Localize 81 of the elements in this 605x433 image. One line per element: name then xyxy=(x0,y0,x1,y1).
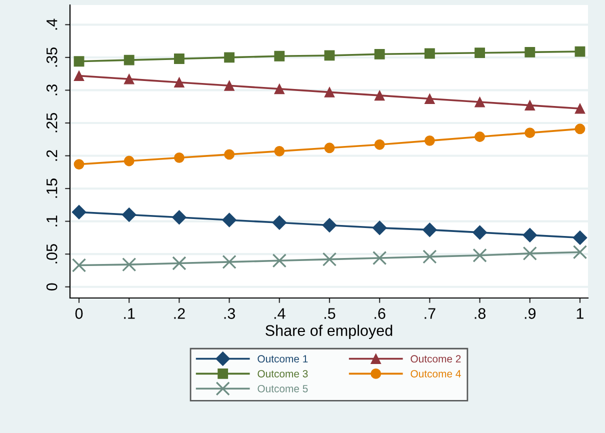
point xyxy=(174,77,184,88)
x-tick-label: .6 xyxy=(374,308,386,319)
point xyxy=(574,46,586,57)
point xyxy=(122,208,136,222)
point xyxy=(572,230,588,245)
point xyxy=(174,54,184,64)
point xyxy=(222,212,237,228)
point xyxy=(472,248,487,262)
point xyxy=(324,50,335,61)
point xyxy=(424,94,435,104)
point xyxy=(272,254,286,268)
y-tick-label: .2 xyxy=(46,150,58,161)
point xyxy=(274,84,285,94)
point xyxy=(322,252,337,266)
point xyxy=(122,257,136,272)
x-tick-label: .3 xyxy=(224,308,236,319)
point xyxy=(424,135,435,146)
point xyxy=(574,103,586,114)
x-tick-label: 1 xyxy=(576,308,584,319)
point xyxy=(272,215,287,230)
text: Outcome 2 xyxy=(410,355,461,363)
point xyxy=(124,74,134,84)
point xyxy=(124,156,134,166)
point xyxy=(224,149,235,160)
x-tick-label: .1 xyxy=(124,308,135,319)
x-tick-label: .7 xyxy=(424,308,436,319)
point xyxy=(374,48,385,60)
y-tick-label: .1 xyxy=(46,216,58,226)
point xyxy=(524,46,536,58)
point xyxy=(424,48,435,59)
x-tick-label: .4 xyxy=(274,308,286,319)
point xyxy=(172,210,186,225)
point xyxy=(72,204,86,220)
point xyxy=(322,218,337,232)
y-tick-label: 0 xyxy=(46,283,58,291)
x-tick-label: .5 xyxy=(324,308,336,319)
point xyxy=(524,128,536,138)
point xyxy=(522,246,537,261)
y-tick-label: .3 xyxy=(46,84,58,96)
point xyxy=(224,80,235,91)
point xyxy=(274,146,285,156)
point xyxy=(422,250,437,264)
point xyxy=(474,96,486,108)
point xyxy=(222,254,236,270)
text: Outcome 4 xyxy=(410,370,461,378)
point xyxy=(422,222,437,238)
point xyxy=(174,152,184,163)
point xyxy=(372,250,387,266)
point xyxy=(374,90,385,101)
point xyxy=(74,56,84,67)
point xyxy=(74,70,84,82)
point xyxy=(124,54,134,66)
point xyxy=(274,50,285,62)
point xyxy=(172,256,186,270)
text: Outcome 5 xyxy=(258,384,308,392)
x-tick-label: 0 xyxy=(75,308,83,319)
point xyxy=(372,220,387,236)
point xyxy=(74,159,84,170)
text: Outcome 1 xyxy=(258,355,308,363)
y-tick-label: .4 xyxy=(46,18,58,30)
y-tick-label: .15 xyxy=(46,178,58,198)
y-tick-label: .25 xyxy=(46,113,58,132)
y-tick-label: .35 xyxy=(46,47,58,67)
x-tick-label: .9 xyxy=(524,308,536,319)
point xyxy=(522,228,538,242)
point xyxy=(374,139,385,150)
point xyxy=(474,48,486,58)
point xyxy=(524,100,536,110)
x-axis-title: Share of employed xyxy=(266,324,392,339)
text: Outcome 3 xyxy=(258,370,308,378)
point xyxy=(574,124,586,134)
x-tick-label: .8 xyxy=(474,308,486,319)
point xyxy=(324,86,335,98)
y-tick-label: .05 xyxy=(46,244,58,264)
point xyxy=(72,258,86,272)
point xyxy=(572,245,588,260)
point xyxy=(224,52,235,63)
point xyxy=(472,225,488,240)
point xyxy=(324,142,335,154)
x-tick-label: .2 xyxy=(174,308,185,319)
point xyxy=(474,132,486,142)
